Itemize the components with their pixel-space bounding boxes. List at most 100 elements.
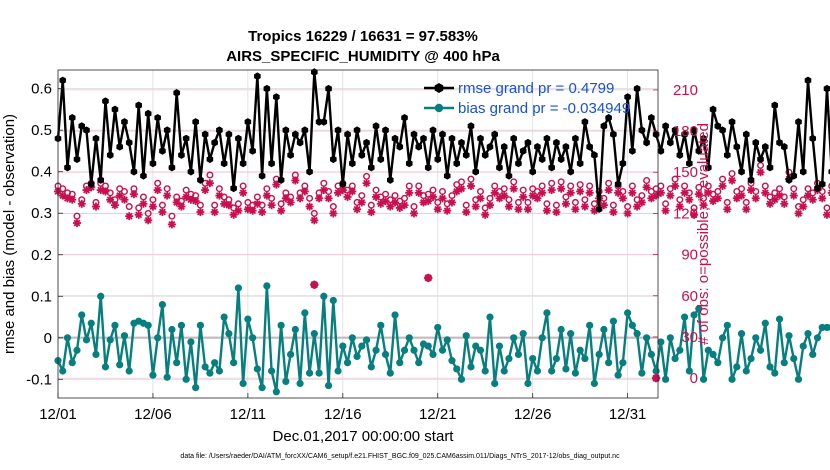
evaluated-point xyxy=(751,194,760,203)
possible-point xyxy=(135,204,143,212)
evaluated-point xyxy=(742,205,751,214)
evaluated-point xyxy=(414,188,423,197)
evaluated-point xyxy=(585,188,594,197)
possible-point xyxy=(415,182,423,190)
possible-point xyxy=(700,194,708,202)
evaluated-point xyxy=(343,192,352,201)
possible-point xyxy=(149,196,157,204)
rmse-point xyxy=(273,93,280,101)
bias-point xyxy=(362,336,371,344)
bias-point xyxy=(780,359,788,367)
rmse-point xyxy=(733,143,741,151)
bias-point xyxy=(225,330,233,338)
rmse-point xyxy=(780,143,788,151)
bias-point xyxy=(315,369,323,377)
bias-point xyxy=(785,332,793,340)
rmse-point xyxy=(239,159,247,168)
bias-point xyxy=(230,359,238,367)
rmse-point xyxy=(121,118,128,126)
bias-point xyxy=(737,330,746,338)
rmse-point xyxy=(420,134,427,143)
evaluated-point xyxy=(110,201,119,210)
bias-point xyxy=(329,296,337,305)
evaluated-point xyxy=(300,187,309,196)
evaluated-point xyxy=(167,220,176,229)
evaluated-point xyxy=(353,205,362,214)
evaluated-point xyxy=(348,187,357,196)
rmse-point xyxy=(102,97,109,105)
possible-point xyxy=(776,185,784,193)
evaluated-point xyxy=(718,181,727,190)
bias-point xyxy=(771,369,779,377)
rmse-point xyxy=(766,163,774,172)
bias-point xyxy=(775,315,784,323)
rmse-point xyxy=(216,126,223,134)
rmse-point xyxy=(681,130,688,139)
series-bias xyxy=(54,282,830,396)
rmse-point xyxy=(714,122,722,130)
possible-point xyxy=(676,196,684,204)
evaluated-point xyxy=(267,201,276,210)
bias-point xyxy=(168,325,176,334)
evaluated-point xyxy=(737,191,746,200)
evaluated-point xyxy=(699,201,708,210)
rmse-point xyxy=(790,172,798,180)
rmse-point xyxy=(709,105,717,114)
rmse-point xyxy=(719,126,726,134)
rmse-point xyxy=(724,151,731,159)
rmse-point xyxy=(500,143,508,151)
rmse-point xyxy=(353,126,361,134)
bias-point xyxy=(457,375,466,383)
evaluated-point xyxy=(357,198,366,207)
rmse-point xyxy=(405,159,413,168)
rmse-point xyxy=(624,93,631,101)
possible-point xyxy=(671,175,679,183)
bias-point xyxy=(182,375,190,383)
bias-point xyxy=(761,319,769,327)
evaluated-point xyxy=(661,206,670,215)
bias-point xyxy=(249,334,257,342)
evaluated-point xyxy=(713,194,722,203)
rmse-point xyxy=(643,138,650,147)
evaluated-point xyxy=(561,199,570,208)
possible-point xyxy=(576,181,584,189)
possible-point xyxy=(586,182,594,190)
possible-point xyxy=(761,182,769,190)
evaluated-point xyxy=(557,184,566,193)
bias-point xyxy=(742,367,750,375)
evaluated-point xyxy=(775,191,784,200)
bias-point xyxy=(543,309,551,317)
rmse-point xyxy=(78,122,86,130)
evaluated-point xyxy=(210,208,219,217)
bias-point xyxy=(377,321,385,329)
rmse-point xyxy=(510,134,517,143)
rmse-point xyxy=(424,163,432,172)
bias-point xyxy=(505,354,513,363)
bias-point xyxy=(804,330,812,338)
bias-point xyxy=(790,354,798,363)
rmse-point xyxy=(187,167,195,176)
bias-point xyxy=(334,367,342,375)
rmse-point xyxy=(458,138,465,147)
rmse-point xyxy=(159,147,166,155)
rmse-point xyxy=(130,167,138,176)
bias-point xyxy=(415,359,423,367)
series-possible xyxy=(54,161,830,220)
rmse-point xyxy=(173,89,180,97)
evaluated-point xyxy=(400,201,409,210)
possible-point xyxy=(306,194,314,202)
bias-point xyxy=(286,350,295,359)
bias-point xyxy=(296,379,304,388)
bias-point xyxy=(595,350,603,359)
legend-bias-text: bias grand pr = -0.034949 xyxy=(458,100,630,117)
bias-point xyxy=(704,346,712,354)
evaluated-point xyxy=(68,195,77,204)
bias-point xyxy=(206,369,214,377)
possible-point xyxy=(196,201,204,209)
rmse-point xyxy=(197,176,204,184)
evaluated-point xyxy=(258,208,267,217)
x-axis-label: Dec.01,2017 00:00:00 start xyxy=(273,428,455,445)
rmse-point xyxy=(633,84,641,93)
bias-point xyxy=(628,321,636,329)
possible-point xyxy=(158,201,166,209)
